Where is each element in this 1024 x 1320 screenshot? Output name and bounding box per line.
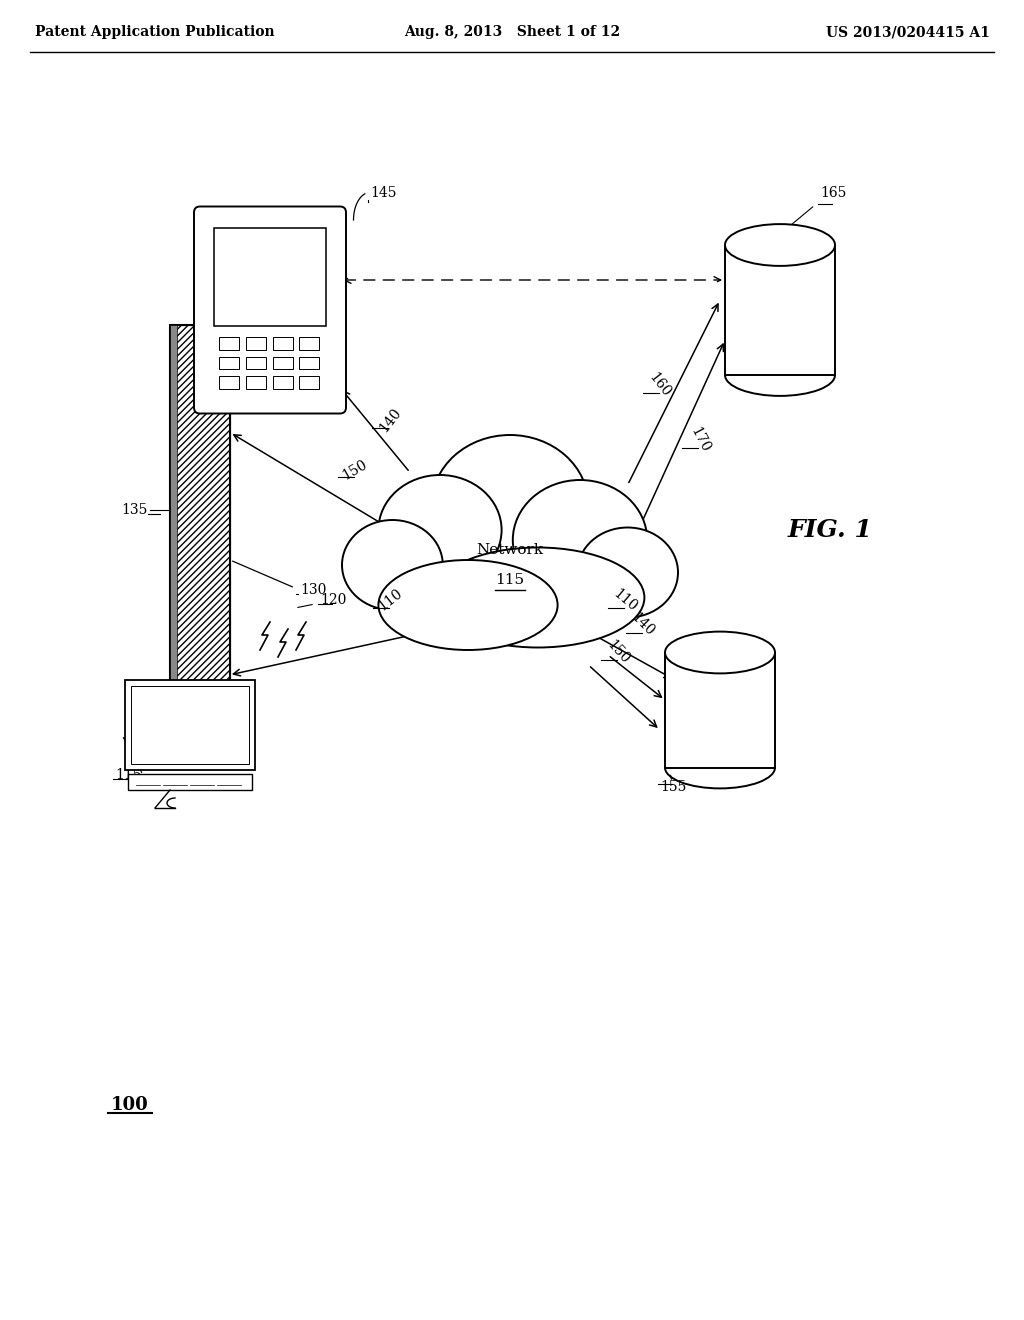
Text: 145: 145	[370, 186, 396, 201]
Text: FIG. 1: FIG. 1	[787, 517, 872, 543]
Bar	[219, 356, 240, 370]
Bar	[125, 680, 255, 770]
Ellipse shape	[513, 480, 647, 601]
Bar	[219, 338, 240, 350]
Ellipse shape	[431, 436, 589, 576]
Text: 170: 170	[687, 425, 713, 455]
Text: 130: 130	[300, 583, 327, 597]
Bar	[214, 228, 326, 326]
Bar	[128, 774, 252, 789]
Text: US 2013/0204415 A1: US 2013/0204415 A1	[826, 25, 990, 40]
Text: 140: 140	[377, 405, 403, 434]
Ellipse shape	[342, 520, 442, 610]
Ellipse shape	[725, 224, 835, 265]
Text: 115: 115	[496, 573, 524, 587]
Text: 100: 100	[112, 1096, 148, 1114]
Text: 135: 135	[122, 503, 148, 517]
Bar	[272, 356, 293, 370]
Ellipse shape	[578, 528, 678, 618]
Text: 160: 160	[646, 371, 674, 400]
Bar	[299, 356, 319, 370]
Bar	[170, 325, 177, 755]
Bar	[246, 376, 266, 389]
Ellipse shape	[665, 631, 775, 673]
Bar	[246, 356, 266, 370]
Text: 120: 120	[319, 593, 346, 607]
Bar	[665, 652, 775, 767]
Text: 110: 110	[610, 586, 640, 614]
Bar	[725, 246, 835, 375]
Text: Patent Application Publication: Patent Application Publication	[35, 25, 274, 40]
FancyBboxPatch shape	[194, 206, 346, 413]
Text: 110: 110	[375, 586, 404, 614]
Bar	[219, 376, 240, 389]
Bar	[272, 376, 293, 389]
Bar	[170, 325, 230, 755]
Bar	[170, 325, 230, 755]
Text: 150: 150	[340, 457, 370, 483]
Text: 155: 155	[660, 780, 686, 795]
Text: 150: 150	[604, 638, 632, 667]
Bar	[299, 376, 319, 389]
Text: 115: 115	[115, 768, 141, 781]
Bar	[246, 338, 266, 350]
Bar	[131, 686, 249, 764]
Text: Aug. 8, 2013   Sheet 1 of 12: Aug. 8, 2013 Sheet 1 of 12	[403, 25, 621, 40]
Bar	[299, 338, 319, 350]
Text: 165: 165	[820, 186, 847, 201]
Ellipse shape	[379, 560, 558, 649]
Text: 140: 140	[629, 611, 657, 639]
Ellipse shape	[379, 475, 502, 585]
Ellipse shape	[431, 548, 644, 648]
Bar	[272, 338, 293, 350]
Text: Network: Network	[476, 543, 544, 557]
